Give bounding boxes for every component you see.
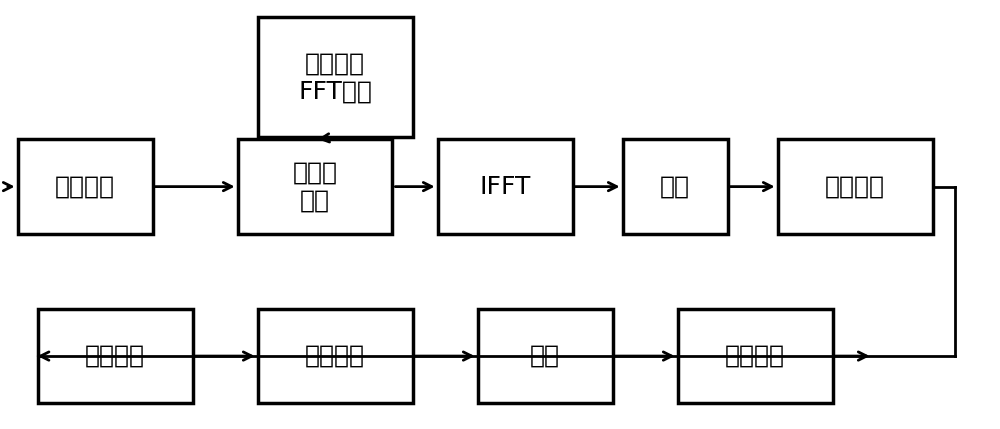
FancyBboxPatch shape [778,139,932,234]
Text: 圆周平移: 圆周平移 [55,175,115,199]
FancyBboxPatch shape [438,139,572,234]
Text: 插值拟合: 插值拟合 [85,344,145,368]
Text: 累加: 累加 [530,344,560,368]
Text: 取模: 取模 [660,175,690,199]
Text: 串并转换: 串并转换 [305,344,365,368]
FancyBboxPatch shape [622,139,728,234]
FancyBboxPatch shape [38,309,192,403]
FancyBboxPatch shape [18,139,153,234]
FancyBboxPatch shape [238,139,392,234]
Text: 复数乘
法器: 复数乘 法器 [292,161,338,212]
Text: 并串转换: 并串转换 [825,175,885,199]
Text: 门限检验: 门限检验 [725,344,785,368]
FancyBboxPatch shape [258,309,413,403]
FancyBboxPatch shape [478,309,612,403]
FancyBboxPatch shape [258,17,413,137]
Text: 本地信号
FFT序列: 本地信号 FFT序列 [298,51,372,103]
FancyBboxPatch shape [678,309,832,403]
Text: IFFT: IFFT [479,175,531,199]
